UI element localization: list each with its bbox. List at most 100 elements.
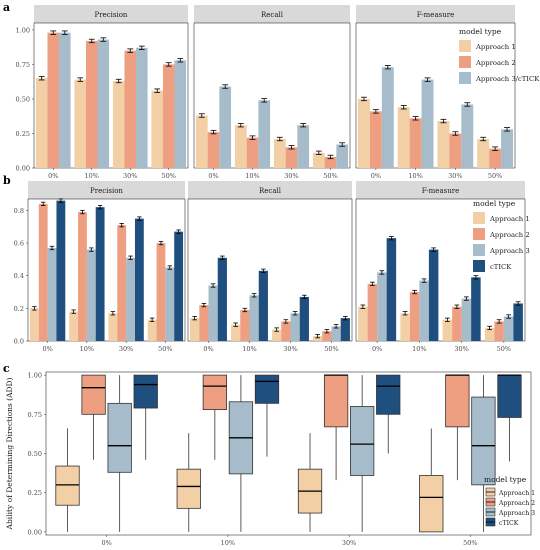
bar bbox=[461, 104, 474, 168]
bar bbox=[273, 139, 286, 168]
bar bbox=[409, 118, 422, 168]
bar bbox=[340, 318, 350, 341]
x-tick-label: 10% bbox=[412, 345, 426, 353]
bar bbox=[357, 98, 370, 168]
panel-tag: b bbox=[3, 174, 11, 187]
x-tick-label: 30% bbox=[284, 172, 298, 180]
facet-title: Precision bbox=[95, 11, 128, 19]
bar bbox=[208, 285, 218, 341]
bar bbox=[290, 313, 300, 341]
bar bbox=[246, 137, 259, 168]
legend-label: cTICK bbox=[499, 520, 519, 527]
box bbox=[133, 374, 158, 409]
bar bbox=[367, 283, 378, 341]
bar bbox=[240, 309, 250, 341]
bar bbox=[47, 32, 60, 168]
bar bbox=[386, 238, 397, 341]
y-tick-label: 1.00 bbox=[28, 372, 42, 380]
x-tick-label: 50% bbox=[488, 172, 502, 180]
x-tick-label: 10% bbox=[80, 345, 94, 353]
bar bbox=[297, 125, 310, 168]
bar bbox=[162, 64, 175, 168]
legend-swatch bbox=[473, 212, 485, 224]
x-tick-label: 30% bbox=[119, 345, 133, 353]
facet-title: Recall bbox=[259, 187, 282, 195]
bar bbox=[78, 212, 87, 341]
bar bbox=[281, 321, 291, 341]
bar bbox=[97, 39, 110, 169]
legend-swatch bbox=[459, 56, 471, 68]
bar bbox=[397, 107, 410, 168]
x-tick-label: 10% bbox=[221, 539, 235, 547]
bar bbox=[117, 225, 127, 341]
legend-swatch bbox=[459, 40, 471, 52]
bar bbox=[258, 270, 268, 341]
facet-strip bbox=[356, 5, 515, 23]
bar bbox=[428, 249, 439, 341]
bar bbox=[151, 90, 163, 168]
facet-title: F-measure bbox=[417, 11, 454, 19]
bar bbox=[108, 313, 118, 341]
y-tick-label: 0.50 bbox=[28, 450, 42, 458]
box bbox=[419, 475, 444, 533]
bar bbox=[377, 272, 387, 341]
facet-strip bbox=[34, 5, 188, 23]
legend-title: model type bbox=[459, 27, 502, 36]
bar bbox=[331, 326, 341, 341]
facet-strip bbox=[188, 181, 352, 199]
bar bbox=[156, 243, 166, 341]
bar bbox=[324, 156, 337, 168]
bar bbox=[513, 303, 523, 341]
x-tick-label: 10% bbox=[245, 172, 259, 180]
x-tick-label: 50% bbox=[158, 345, 172, 353]
legend-swatch bbox=[473, 228, 485, 240]
y-tick-label: 0.00 bbox=[28, 528, 42, 536]
bar bbox=[312, 152, 325, 168]
y-tick-label: 0.75 bbox=[16, 61, 30, 69]
y-tick-label: 0.2 bbox=[14, 305, 24, 313]
bar bbox=[29, 308, 39, 341]
x-tick-label: 30% bbox=[454, 345, 468, 353]
bar bbox=[494, 321, 504, 341]
bar bbox=[313, 336, 323, 341]
x-tick-label: 0% bbox=[42, 345, 52, 353]
y-tick-label: 0.00 bbox=[16, 165, 30, 173]
x-tick-label: 30% bbox=[283, 345, 297, 353]
bar bbox=[47, 247, 57, 341]
x-tick-label: 0% bbox=[372, 345, 382, 353]
legend-swatch bbox=[459, 72, 471, 84]
x-tick-label: 10% bbox=[408, 172, 422, 180]
facet-strip bbox=[28, 181, 185, 199]
bar bbox=[452, 306, 462, 341]
facet-title: Recall bbox=[261, 11, 284, 19]
bar bbox=[461, 298, 472, 341]
y-tick-label: 0.0 bbox=[14, 338, 24, 346]
x-tick-label: 50% bbox=[323, 172, 337, 180]
facet-title: F-measure bbox=[422, 187, 459, 195]
y-tick-label: 0.6 bbox=[14, 240, 24, 248]
bar bbox=[195, 115, 208, 168]
bar bbox=[421, 79, 434, 168]
legend-label: Approach 3 bbox=[489, 247, 530, 255]
box bbox=[107, 402, 132, 473]
legend-label: Approach 1 bbox=[498, 490, 535, 497]
box bbox=[445, 374, 470, 428]
bar bbox=[199, 305, 209, 341]
bar bbox=[419, 280, 429, 341]
bar bbox=[35, 78, 48, 168]
bar bbox=[134, 218, 144, 341]
y-tick-label: 0.8 bbox=[14, 207, 24, 215]
legend-label: Approach 3/cTICK bbox=[475, 75, 540, 83]
legend-label: Approach 1 bbox=[475, 43, 516, 51]
facet-title: Precision bbox=[90, 187, 123, 195]
y-tick-label: 0.75 bbox=[28, 411, 42, 419]
bar bbox=[165, 267, 175, 341]
bar bbox=[74, 79, 86, 168]
box bbox=[176, 468, 201, 509]
legend-label: Approach 2 bbox=[489, 231, 530, 239]
legend-label: Approach 3 bbox=[498, 510, 535, 517]
bar bbox=[336, 144, 349, 168]
x-tick-label: 50% bbox=[497, 345, 511, 353]
x-tick-label: 10% bbox=[242, 345, 256, 353]
